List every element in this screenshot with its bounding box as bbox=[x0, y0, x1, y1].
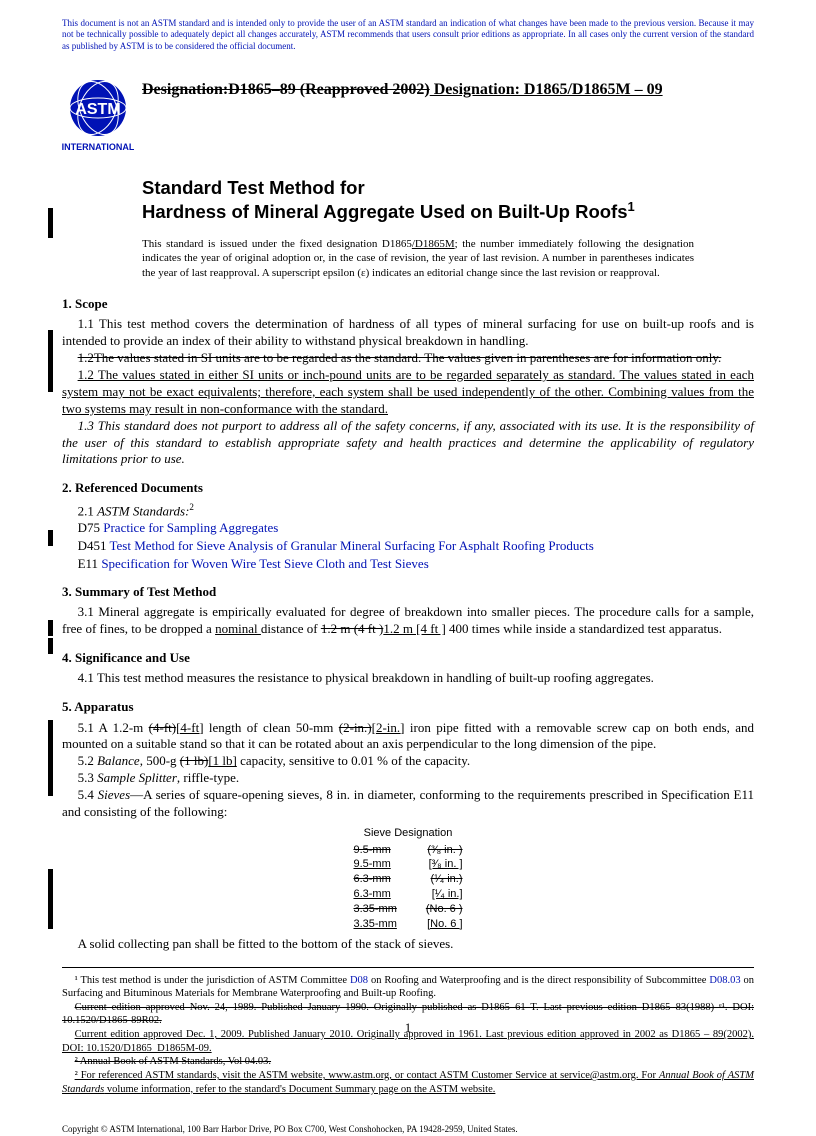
sieve-row: 9.5-mm (³⁄₈ in. ) bbox=[62, 843, 754, 858]
issuance-note: This standard is issued under the fixed … bbox=[142, 237, 754, 280]
page-number: 1 bbox=[0, 1020, 816, 1036]
designation: Designation:D1865–89 (Reapproved 2002) D… bbox=[142, 78, 663, 100]
change-bar bbox=[48, 720, 53, 796]
apparatus-5-2: 5.2 Balance, 500-g (1 lb)[1 lb] capacity… bbox=[62, 753, 754, 770]
title-block: Standard Test Method for Hardness of Min… bbox=[142, 176, 754, 223]
title-sup: 1 bbox=[628, 199, 635, 214]
title-line1: Standard Test Method for bbox=[142, 177, 365, 198]
apparatus-pan: A solid collecting pan shall be fitted t… bbox=[62, 936, 754, 953]
change-bar bbox=[48, 330, 53, 392]
issuance-pre: This standard is issued under the fixed … bbox=[142, 238, 412, 250]
scope-1-2-old: 1.2The values stated in SI units are to … bbox=[62, 350, 754, 367]
scope-1-2-new: 1.2 The values stated in either SI units… bbox=[62, 367, 754, 418]
change-bar bbox=[48, 620, 53, 636]
apparatus-5-3: 5.3 Sample Splitter, riffle-type. bbox=[62, 770, 754, 787]
refdocs-head: 2. Referenced Documents bbox=[62, 480, 754, 496]
designation-old: Designation:D1865–89 (Reapproved 2002) bbox=[142, 81, 430, 98]
significance-p: 4.1 This test method measures the resist… bbox=[62, 670, 754, 687]
sieve-row: 3.35-mm (No. 6 ) bbox=[62, 902, 754, 917]
refdocs-lead: 2.1 ASTM Standards:2 bbox=[62, 501, 754, 520]
change-bar bbox=[48, 638, 53, 654]
change-bar bbox=[48, 208, 53, 238]
svg-text:INTERNATIONAL: INTERNATIONAL bbox=[62, 142, 134, 152]
scope-head: 1. Scope bbox=[62, 296, 754, 312]
sieve-table: Sieve Designation 9.5-mm (³⁄₈ in. )9.5-m… bbox=[62, 827, 754, 932]
change-bar bbox=[48, 530, 53, 546]
designation-new: Designation: D1865/D1865M – 09 bbox=[430, 81, 663, 98]
svg-text:ASTM: ASTM bbox=[75, 101, 120, 118]
change-bar bbox=[48, 869, 53, 929]
ref-d75: D75 Practice for Sampling Aggregates bbox=[62, 519, 754, 537]
footnote-rule bbox=[62, 967, 754, 968]
footnote-2-old: ² Annual Book of ASTM Standards, Vol 04.… bbox=[62, 1055, 754, 1069]
astm-logo: ASTM INTERNATIONAL bbox=[62, 78, 134, 154]
sieve-row: 9.5-mm [³⁄₈ in. ] bbox=[62, 857, 754, 872]
footnote-2-new: ² For referenced ASTM standards, visit t… bbox=[62, 1069, 754, 1096]
sieve-row: 6.3-mm (¹⁄₄ in.) bbox=[62, 872, 754, 887]
ref-d451: D451 Test Method for Sieve Analysis of G… bbox=[62, 537, 754, 555]
significance-head: 4. Significance and Use bbox=[62, 650, 754, 666]
sieve-head: Sieve Designation bbox=[62, 827, 754, 841]
title-line2: Hardness of Mineral Aggregate Used on Bu… bbox=[142, 201, 628, 222]
scope-1-3: 1.3 This standard does not purport to ad… bbox=[62, 418, 754, 469]
scope-1-1: 1.1 This test method covers the determin… bbox=[62, 316, 754, 350]
summary-p: 3.1 Mineral aggregate is empirically eva… bbox=[62, 604, 754, 638]
summary-head: 3. Summary of Test Method bbox=[62, 584, 754, 600]
apparatus-head: 5. Apparatus bbox=[62, 699, 754, 715]
ref-e11: E11 Specification for Woven Wire Test Si… bbox=[62, 555, 754, 573]
issuance-ins: /D1865M bbox=[412, 238, 455, 250]
header-row: ASTM INTERNATIONAL Designation:D1865–89 … bbox=[62, 78, 754, 154]
revision-disclaimer: This document is not an ASTM standard an… bbox=[62, 18, 754, 52]
copyright: Copyright © ASTM International, 100 Barr… bbox=[62, 1124, 754, 1135]
apparatus-5-1: 5.1 A 1.2-m (4-ft)[4-ft] length of clean… bbox=[62, 720, 754, 754]
sieve-row: 6.3-mm [¹⁄₄ in.] bbox=[62, 887, 754, 902]
apparatus-5-4: 5.4 Sieves—A series of square-opening si… bbox=[62, 787, 754, 821]
footnote-1: ¹ This test method is under the jurisdic… bbox=[62, 974, 754, 1001]
sieve-row: 3.35-mm [No. 6 ] bbox=[62, 917, 754, 932]
